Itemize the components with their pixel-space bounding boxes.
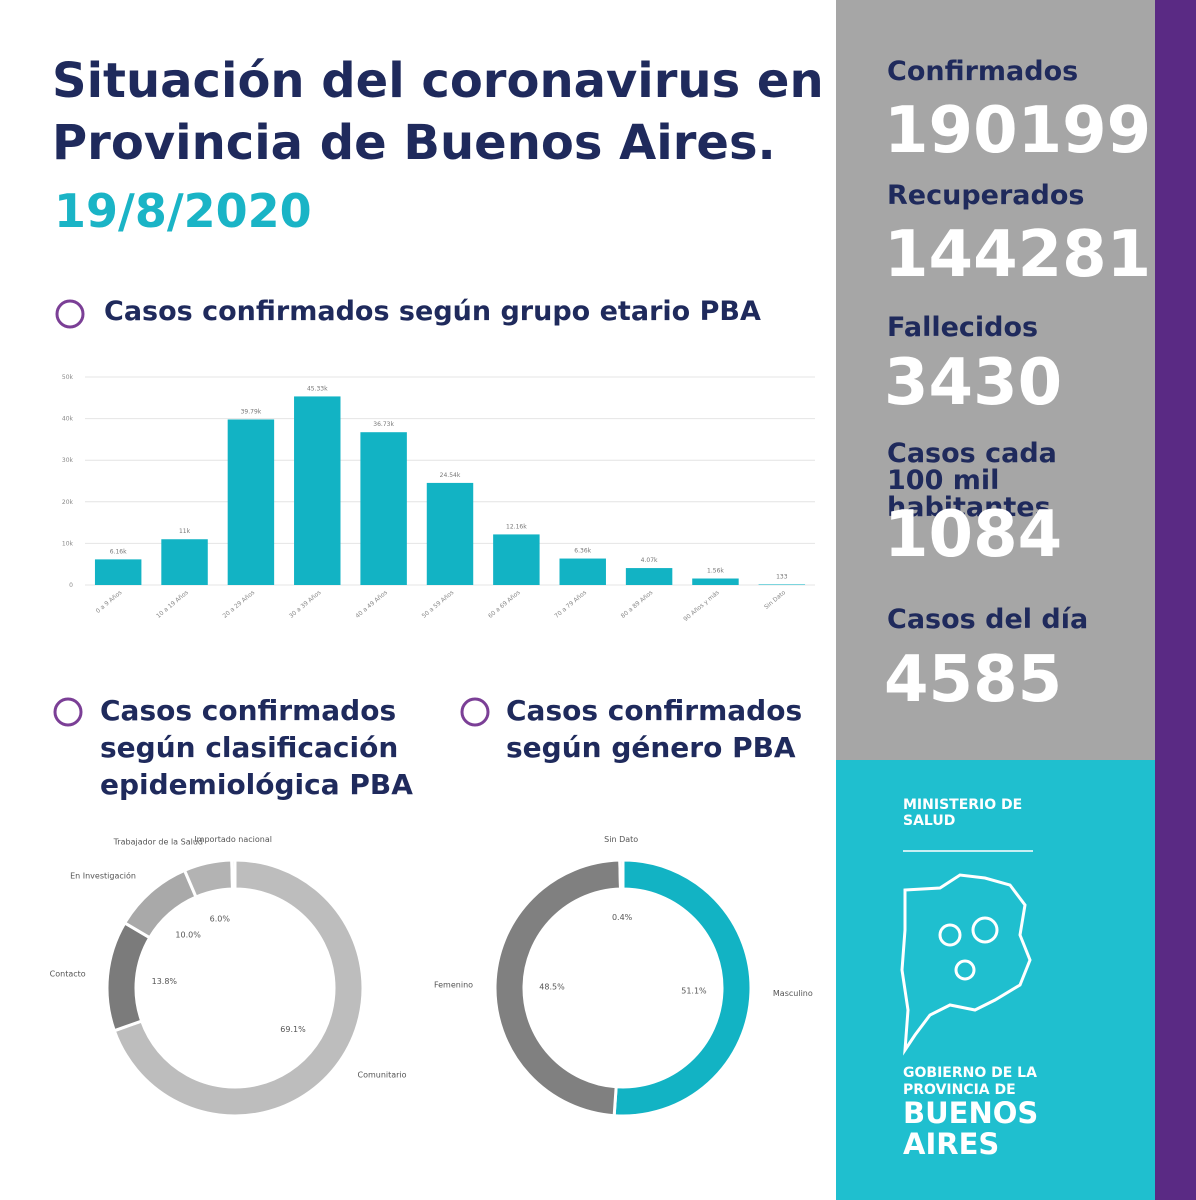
stat-label: Casos cada 100 mil habitantes [887,438,1057,523]
title-line: Situación del coronavirus en [52,53,824,109]
data-label: 69.1% [280,1025,306,1034]
category-label: En Investigación [70,870,136,880]
data-label: 39.79k [241,408,262,415]
data-label: 13.8% [152,977,178,986]
bar [493,534,540,585]
x-tick-label: 60 a 69 Años [487,589,522,620]
stat-value: 144281 [884,218,1152,292]
x-tick-label: 20 a 29 Años [222,589,257,620]
logo-panel [836,760,1156,1200]
y-tick-label: 40k [62,416,74,423]
y-tick-label: 10k [62,540,74,547]
stat-label: Recuperados [887,180,1085,211]
title-line: Provincia de Buenos Aires. [52,115,776,171]
chart-title: Casos confirmados según clasificación ep… [100,694,413,801]
x-tick-label: 40 a 49 Años [354,589,389,620]
x-tick-label: 80 a 89 Años [620,589,655,620]
donut-slice [112,858,365,1118]
x-tick-label: 30 a 39 Años [288,589,323,620]
category-label: Femenino [434,981,473,990]
data-label: 24.54k [440,472,461,479]
stat-label: Confirmados [887,56,1079,87]
y-tick-label: 50k [62,374,74,381]
stat-value: 4585 [884,643,1063,717]
category-label: Trabajador de la Salud [113,837,203,846]
data-label: 4.07k [641,557,658,564]
stat-value: 3430 [884,346,1063,420]
data-label: 0.4% [612,913,633,922]
y-tick-label: 0 [69,582,73,589]
donut-slice [618,858,625,891]
data-label: 36.73k [373,421,394,428]
bar [294,396,341,585]
donut-slice [122,868,198,940]
data-label: 6.0% [210,915,231,924]
stat-value: 1084 [884,498,1063,572]
data-label: 6.36k [574,548,591,555]
x-tick-label: 10 a 19 Años [155,589,190,620]
data-label: 133 [776,573,788,580]
purple-strip [1155,0,1196,1200]
category-label: Contacto [50,970,86,979]
virus-icon [53,299,490,727]
data-label: 1.56k [707,568,724,575]
x-tick-label: 70 a 79 Años [553,589,588,620]
data-label: 48.5% [539,982,565,991]
category-label: Masculino [773,989,813,998]
stat-label: Fallecidos [887,312,1039,343]
bar [625,568,673,585]
x-tick-label: Sin Dato [763,589,787,611]
chart-title: Casos confirmados según género PBA [506,694,803,764]
title: Situación del coronavirus en Provincia d… [52,50,824,174]
data-label: 45.33k [307,385,328,392]
bar [360,432,407,585]
stat-label: Casos del día [887,604,1089,635]
bar [227,419,275,585]
x-tick-label: 50 a 59 Años [421,589,456,620]
province: BUENOS AIRES [903,1096,1039,1161]
category-label: Importado nacional [194,835,272,844]
y-tick-label: 30k [62,457,74,464]
province-logo [900,873,1032,1056]
x-tick-label: 0 a 9 Años [95,589,124,615]
donut-slice [612,858,753,1118]
bar [94,559,142,585]
government: GOBIERNO DE LA PROVINCIA DE [903,1065,1037,1098]
stats-panel [836,0,1156,760]
bar [161,539,208,585]
data-label: 6.16k [110,548,127,555]
stat-value: 190199 [884,94,1152,168]
bar [559,558,606,585]
bar [758,584,806,585]
x-tick-label: 90 Años y más [682,589,720,623]
data-label: 51.1% [681,986,707,995]
ministry: MINISTERIO DE SALUD [903,797,1023,829]
date: 19/8/2020 [54,184,312,238]
bar [692,578,739,585]
bar [426,482,474,585]
donut-slice [105,920,152,1033]
donut-slice [230,858,237,891]
chart-title: Casos confirmados según grupo etario PBA [104,296,761,327]
data-label: 11k [179,528,191,535]
data-label: 10.0% [175,931,201,940]
data-label: 12.16k [506,523,527,530]
y-tick-label: 20k [62,499,74,506]
donut-slice [493,858,623,1118]
category-label: Sin Dato [604,835,638,844]
category-label: Comunitario [357,1071,406,1080]
